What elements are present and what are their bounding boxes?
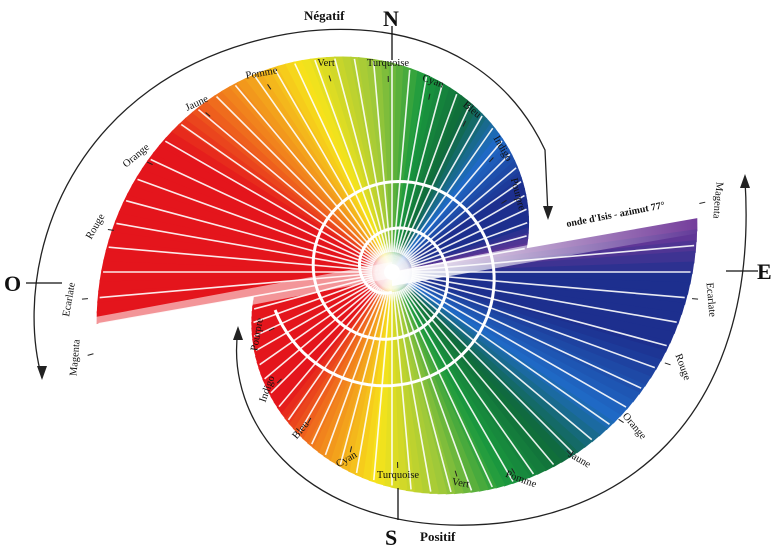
upper-label-vert: Vert xyxy=(317,58,335,69)
negative-title: Négatif xyxy=(304,8,345,23)
east-label: E xyxy=(757,259,772,284)
label-tick xyxy=(88,354,94,356)
lower-label-magenta: Magenta xyxy=(710,181,724,219)
lower-label-ecarlate: Ecarlate xyxy=(704,282,718,318)
south-label: S xyxy=(385,525,397,546)
upper-label-ecarlate: Ecarlate xyxy=(61,281,78,317)
center-glow xyxy=(362,242,422,302)
negative-arrow-head-left xyxy=(37,366,47,380)
lower-label-rouge: Rouge xyxy=(672,352,692,382)
positive-arrow-head-top xyxy=(740,174,750,188)
label-tick xyxy=(82,299,88,300)
positive-arrow-head-start xyxy=(233,326,243,340)
label-tick xyxy=(692,299,698,300)
lower-label-jaune: Jaune xyxy=(566,449,592,471)
label-tick xyxy=(665,363,671,365)
lower-label-turquoise: Turquoise xyxy=(377,470,420,481)
upper-label-rouge: Rouge xyxy=(84,212,107,242)
negative-arrow-head-right xyxy=(543,206,553,220)
label-tick xyxy=(699,202,705,203)
upper-label-turquoise: Turquoise xyxy=(367,58,410,69)
lower-label-orange: Orange xyxy=(620,411,649,442)
north-label: N xyxy=(383,6,399,31)
upper-label-magenta: Magenta xyxy=(68,339,82,377)
positive-title: Positif xyxy=(420,529,456,544)
west-label: O xyxy=(4,271,21,296)
